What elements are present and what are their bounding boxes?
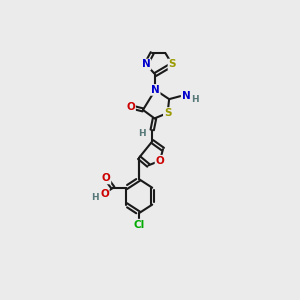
Text: S: S <box>169 59 176 70</box>
Text: O: O <box>155 156 164 166</box>
Text: O: O <box>102 173 110 184</box>
Text: O: O <box>100 189 109 199</box>
Text: N: N <box>182 91 190 101</box>
Text: H: H <box>191 94 198 103</box>
Text: N: N <box>142 59 150 70</box>
Text: N: N <box>151 85 160 95</box>
Text: H: H <box>92 193 99 202</box>
Text: S: S <box>164 108 171 118</box>
Text: O: O <box>126 102 135 112</box>
Text: Cl: Cl <box>134 220 145 230</box>
Text: H: H <box>138 128 146 137</box>
